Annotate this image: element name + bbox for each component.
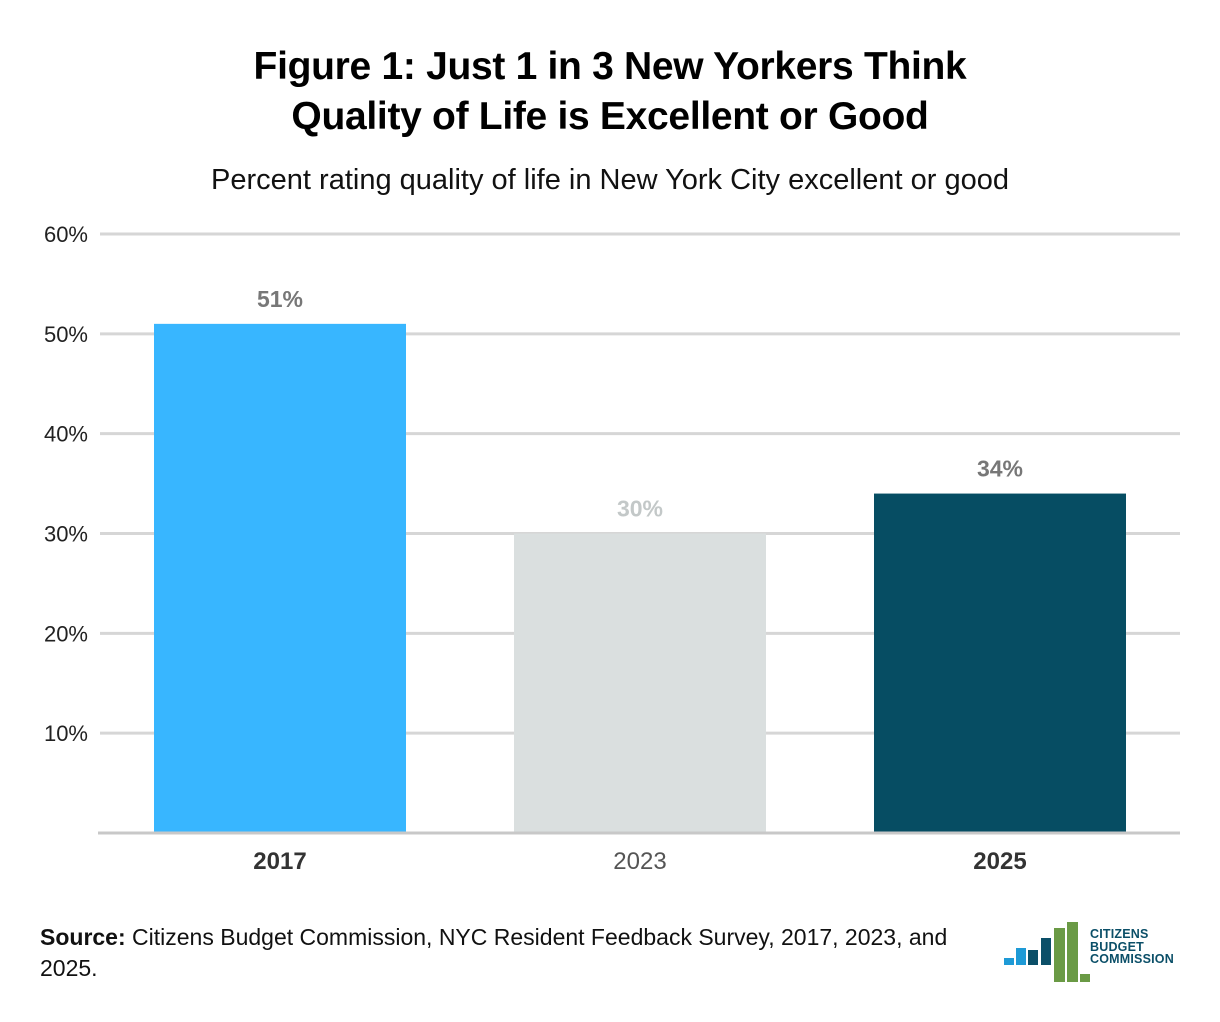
cbc-logo-line-1: CITIZENS (1090, 927, 1149, 941)
source-label: Source: (40, 924, 126, 950)
chart-title: Figure 1: Just 1 in 3 New Yorkers Think … (0, 42, 1220, 142)
y-tick-label-30: 30% (44, 522, 88, 547)
y-tick-label-40: 40% (44, 422, 88, 447)
cbc-logo-line-2: BUDGET (1090, 939, 1144, 954)
cbc-logo-line-3: COMMISSION (1090, 952, 1174, 966)
data-label-2023: 30% (617, 496, 663, 522)
y-tick-label-20: 20% (44, 621, 88, 646)
y-tick-label-60: 60% (44, 222, 88, 247)
bar-chart: 10% 20% 30% 40% 50% 60% 51% 2017 30% 2023 34% 2025 (44, 222, 1180, 875)
x-tick-label-2023: 2023 (613, 848, 666, 875)
y-tick-label-10: 10% (44, 721, 88, 746)
chart-title-line-1: Figure 1: Just 1 in 3 New Yorkers Think (253, 45, 967, 88)
data-label-2025: 34% (977, 456, 1023, 482)
x-tick-label-2017: 2017 (253, 848, 306, 875)
bar-2025 (874, 493, 1126, 832)
data-label-2017: 51% (257, 286, 303, 312)
cbc-logo-text: CITIZENS BUDGET COMMISSION (1090, 928, 1174, 966)
cbc-logo-bars-icon (1004, 922, 1090, 982)
bar-2017 (154, 323, 406, 832)
chart-title-line-2: Quality of Life is Excellent or Good (291, 95, 929, 138)
source-text: Citizens Budget Commission, NYC Resident… (40, 924, 948, 981)
chart-subtitle: Percent rating quality of life in New Yo… (211, 164, 1009, 196)
cbc-logo: CITIZENS BUDGET COMMISSION (1000, 918, 1190, 986)
source-note: Source: Citizens Budget Commission, NYC … (40, 922, 980, 984)
bar-2023 (514, 533, 766, 832)
y-tick-label-50: 50% (44, 322, 88, 347)
x-tick-label-2025: 2025 (973, 848, 1026, 875)
